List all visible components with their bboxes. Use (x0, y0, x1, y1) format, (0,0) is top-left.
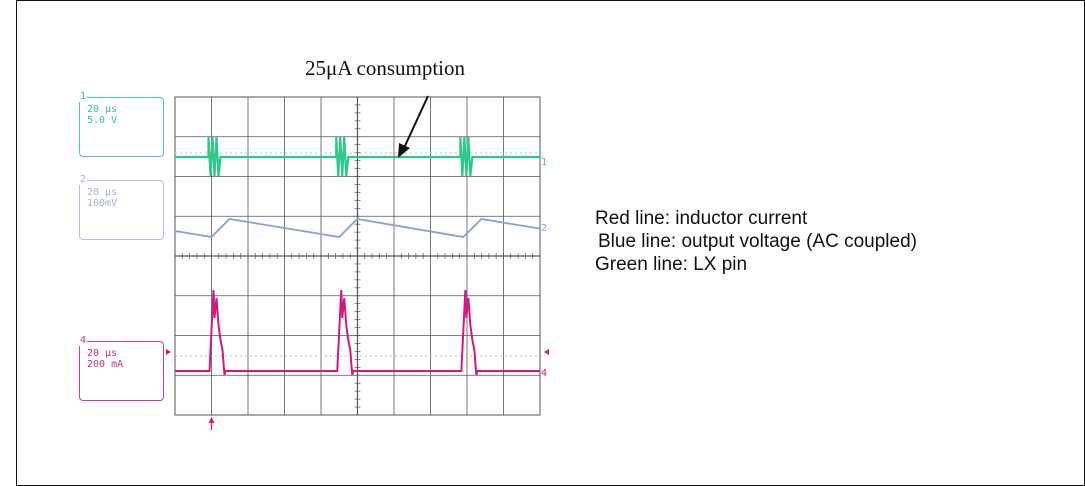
trigger-arrow-icon (208, 417, 215, 423)
marker-ch1: 1 (541, 157, 547, 168)
annotation-label: 25μA consumption (305, 56, 466, 80)
marker-ch4: 4 (541, 368, 547, 379)
marker-ch4-left-arrow (166, 349, 171, 355)
channel-4-number: 4 (79, 335, 88, 346)
channel-2-number: 2 (79, 174, 88, 185)
legend-item-blue: Blue line: output voltage (AC coupled) (598, 231, 917, 252)
channel-4-box: 4 20 μs 200 mA (79, 335, 164, 401)
trace-blue-vout (174, 218, 541, 238)
channel-4-timebase: 20 μs (87, 348, 118, 359)
legend-item-red: Red line: inductor current (595, 208, 808, 229)
channel-1-scale: 5.0 V (87, 115, 118, 126)
scope-grid (174, 96, 541, 416)
trace-green-lx (175, 136, 540, 177)
channel-1-box: 1 20 μs 5.0 V (79, 91, 164, 157)
channel-1-number: 1 (79, 91, 88, 102)
channel-1-timebase: 20 μs (87, 104, 118, 115)
legend-item-green: Green line: LX pin (595, 254, 748, 275)
channel-2-scale: 100mV (87, 198, 118, 209)
channel-4-scale: 200 mA (87, 359, 124, 370)
channel-markers: 1 2 4 (166, 157, 549, 430)
figure-frame (16, 0, 1085, 486)
marker-ch2: 2 (541, 223, 547, 234)
channel-2-timebase: 20 μs (87, 187, 118, 198)
scope-traces (174, 136, 541, 376)
annotation-arrow (403, 95, 429, 149)
trace-red-inductor (175, 289, 540, 376)
marker-ch4-arrow (544, 349, 549, 355)
legend: Red line: inductor current Blue line: ou… (595, 207, 917, 276)
annotation-arrowhead (398, 143, 410, 158)
channel-2-box: 2 20 μs 100mV (79, 174, 164, 240)
